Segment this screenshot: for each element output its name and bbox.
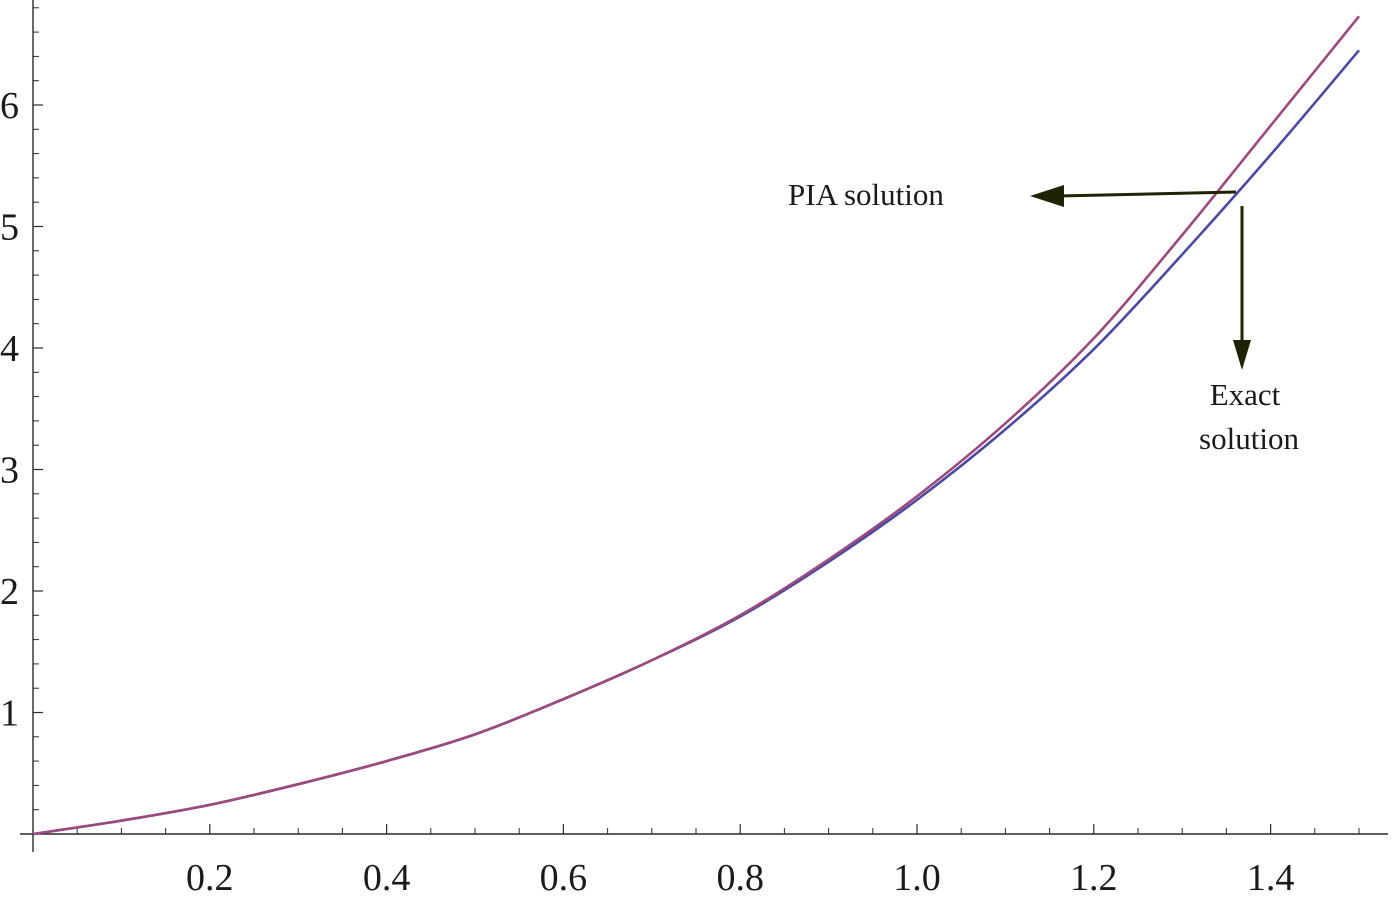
x-tick-label: 1.2 — [1070, 857, 1118, 899]
annotations: PIA solution Exact solution — [788, 177, 1299, 456]
x-tick-label: 1.4 — [1247, 857, 1295, 899]
exact-solution-line — [32, 49, 1360, 836]
x-tick-label: 0.2 — [186, 857, 234, 899]
pia-arrow-shaft — [1057, 190, 1237, 198]
pia-solution-label: PIA solution — [788, 177, 944, 212]
exact-solution-label: Exact — [1210, 377, 1281, 412]
x-tick-label: 0.6 — [540, 857, 588, 899]
y-tick-label: 4 — [0, 328, 19, 370]
pia-arrow-head — [1030, 185, 1064, 207]
x-tick-label: 0.4 — [363, 857, 411, 899]
y-tick-label: 6 — [0, 85, 19, 127]
series-lines — [32, 15, 1361, 836]
y-tick-label: 5 — [0, 207, 19, 249]
y-tick-label: 2 — [0, 571, 19, 613]
exact-arrow-head — [1233, 340, 1251, 370]
x-tick-label: 0.8 — [716, 857, 764, 899]
exact-solution-label-line2: solution — [1199, 421, 1299, 456]
y-tick-label: 3 — [0, 450, 19, 492]
x-tick-label: 1.0 — [893, 857, 941, 899]
y-tick-label: 1 — [0, 693, 19, 735]
pia-solution-line — [32, 15, 1361, 836]
